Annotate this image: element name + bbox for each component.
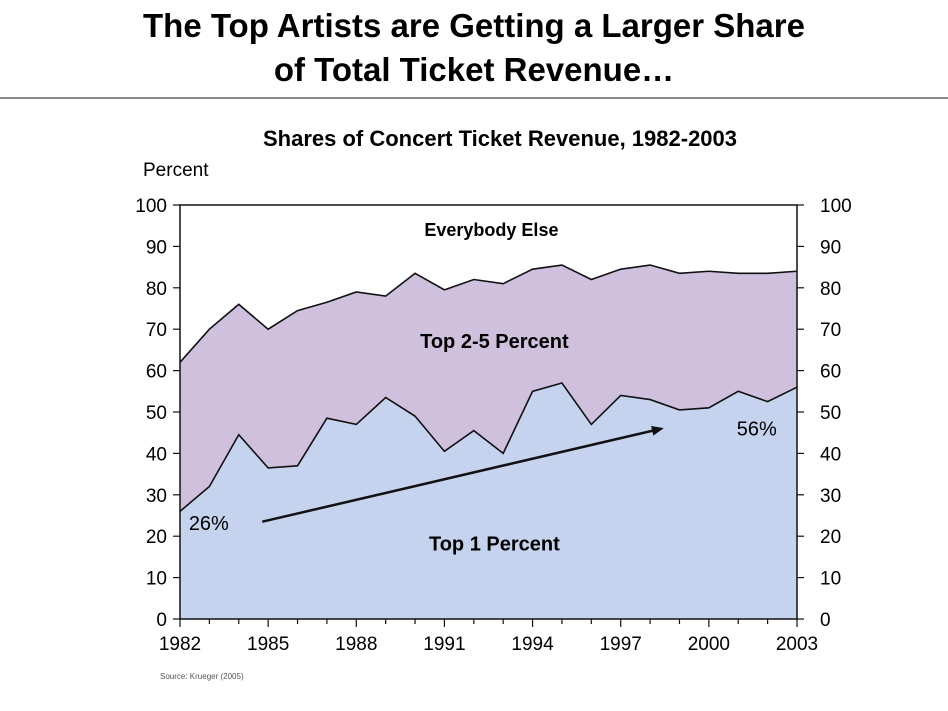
x-tick-label: 2000	[688, 634, 730, 655]
x-tick-label: 1985	[247, 634, 289, 655]
y-tick-label-left: 40	[146, 444, 167, 465]
chart-title: Shares of Concert Ticket Revenue, 1982-2…	[262, 126, 738, 151]
y-tick-label-right: 10	[820, 569, 841, 590]
y-tick-label-right: 50	[820, 403, 841, 424]
y-tick-label-left: 70	[146, 320, 167, 341]
trend-arrow	[261, 425, 664, 523]
y-tick-label-right: 40	[820, 444, 841, 465]
title-divider	[0, 97, 948, 99]
slide-title-line-1: The Top Artists are Getting a Larger Sha…	[143, 7, 805, 44]
annotation-26-percent: 26%	[189, 513, 229, 535]
x-tick-label: 2003	[776, 634, 818, 655]
y-tick-label-right: 80	[820, 279, 841, 300]
y-tick-label-left: 20	[146, 527, 167, 548]
y-tick-label-left: 90	[146, 237, 167, 258]
region-label-everybody-else: Everybody Else	[424, 220, 558, 240]
slide-title: The Top Artists are Getting a Larger Sha…	[0, 4, 948, 92]
region-label-top-1-percent: Top 1 Percent	[429, 534, 560, 556]
y-tick-label-left: 0	[156, 610, 167, 631]
y-tick-label-right: 20	[820, 527, 841, 548]
y-tick-label-right: 0	[820, 610, 831, 631]
y-tick-label-left: 60	[146, 362, 167, 383]
y-tick-label-right: 60	[820, 362, 841, 383]
x-tick-label: 1991	[423, 634, 465, 655]
y-tick-label-left: 30	[146, 486, 167, 507]
y-tick-label-left: 80	[146, 279, 167, 300]
y-tick-label-right: 90	[820, 237, 841, 258]
series-line-top-1-share	[179, 382, 798, 512]
region-label-top-2-5-percent: Top 2-5 Percent	[420, 331, 569, 353]
x-tick-label: 1997	[600, 634, 642, 655]
x-tick-label: 1982	[159, 634, 201, 655]
y-tick-label-right: 100	[820, 196, 852, 217]
region-top-1-percent	[180, 383, 797, 619]
y-axis-unit-label: Percent	[143, 160, 209, 181]
y-tick-label-left: 100	[135, 196, 167, 217]
annotation-56-percent: 56%	[737, 419, 777, 441]
y-tick-label-left: 50	[146, 403, 167, 424]
axes: 0 0 10 10 20 20 30 30 40 40 50 50 60 60 70 70 80 80 90 90 10…	[135, 196, 851, 655]
y-tick-label-left: 10	[146, 569, 167, 590]
y-tick-label-right: 70	[820, 320, 841, 341]
y-tick-label-right: 30	[820, 486, 841, 507]
slide-title-line-2: of Total Ticket Revenue…	[273, 51, 675, 88]
x-tick-label: 1988	[335, 634, 377, 655]
series-line-top-5-share	[179, 264, 798, 363]
x-tick-label: 1994	[511, 634, 554, 655]
source-note: Source: Krueger (2005)	[160, 672, 244, 681]
